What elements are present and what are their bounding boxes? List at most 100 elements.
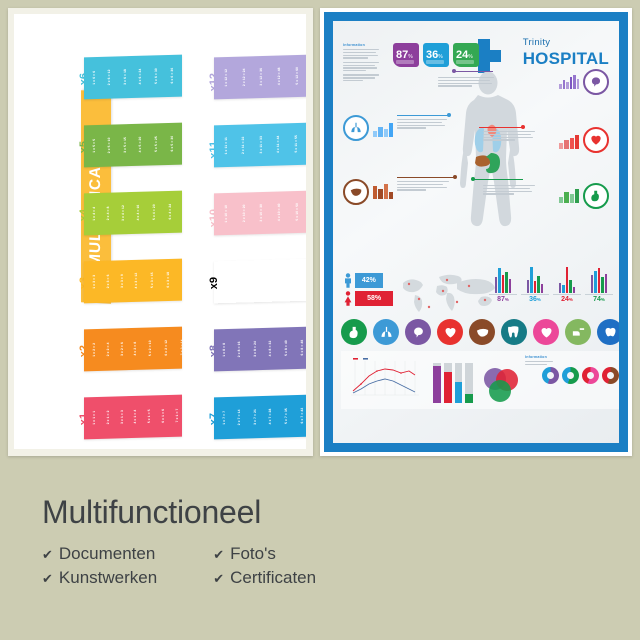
stat-chip-bar: [456, 60, 474, 64]
check-icon: ✔: [213, 571, 225, 586]
bar-stat-label: 36%: [529, 296, 541, 303]
brain-icon[interactable]: [405, 319, 431, 345]
stat-chip-value: 36: [426, 49, 439, 61]
bar-stat-bars: [585, 267, 613, 293]
lungs-icon[interactable]: [343, 115, 369, 141]
stomach-icon[interactable]: [583, 183, 609, 209]
times-table-equation: 1 x 6 = 6: [92, 71, 97, 86]
promo-band: Multifunctioneel ✔ Documenten ✔ Kunstwerken…: [0, 462, 640, 640]
times-table-equation: 6 x 4 = 24: [168, 204, 173, 220]
donut-chart-group: [542, 367, 619, 384]
times-table-equation: 4 x 8 = 32: [268, 340, 273, 357]
times-table-card: 1 x 11 = 11 2 x 11 = 22 3 x 11 = 33 4 x 11 …: [214, 122, 306, 168]
times-table-equation: 4 x 5 = 20: [138, 136, 143, 153]
bottom-bar-track: [465, 363, 473, 403]
bar-stat-label: 24%: [561, 296, 573, 303]
times-table-equation: 3 x 3 = 9: [119, 274, 124, 289]
times-table-equation: 2 x 10 = 20: [241, 204, 246, 223]
times-table-equation: 6 x 1 = 6: [161, 409, 166, 424]
times-table-equation: 5 x 7 = 35: [284, 408, 289, 425]
times-table-equation: 6 x 6 = 36: [170, 67, 175, 84]
times-table-equation: 5 x 10 = 50: [294, 203, 299, 221]
times-table-card: 1 x 5 = 5 2 x 5 = 10 3 x 5 = 15 4 x 5 = 20 5…: [84, 122, 182, 168]
times-table-equation: 2 x 11 = 22: [241, 136, 246, 155]
stat-chip-unit: %: [438, 54, 443, 60]
hospital-brand-sub: Trinity: [522, 37, 551, 48]
times-table-equation: 3 x 6 = 18: [122, 69, 127, 86]
times-table-grid: 1 x 9 = 9 2 x 9 = 18 3 x 9 = 27 4 x 9 = 36 5…: [218, 263, 306, 300]
times-table-equation: 1 x 1 = 1: [92, 411, 97, 426]
times-table-block[interactable]: x71 x 7 = 72 x 7 = 143 x 7 = 214 x 7 = 2…: [208, 394, 306, 440]
times-table-card: 1 x 7 = 7 2 x 7 = 14 3 x 7 = 21 4 x 7 = 28 5…: [214, 394, 306, 440]
tooth-icon[interactable]: [501, 319, 527, 345]
bar-stat-item: 74%: [585, 267, 613, 303]
sleep-bed-icon[interactable]: [565, 319, 591, 345]
times-table-card: 1 x 8 = 8 2 x 8 = 16 3 x 8 = 24 4 x 8 = 32 5…: [214, 326, 306, 372]
donut-chart: [602, 367, 619, 384]
feature-item: ✔ Foto's: [213, 544, 316, 564]
gender-row: 58%: [343, 291, 394, 306]
times-table-card: 1 x 2 = 2 2 x 2 = 4 3 x 2 = 6 4 x 2 = 8 5 x …: [84, 326, 182, 372]
times-table-equation: 6 x 3 = 18: [166, 272, 171, 288]
liver-icon[interactable]: [469, 319, 495, 345]
lungs-icon[interactable]: [373, 319, 399, 345]
liver-icon[interactable]: [343, 179, 369, 205]
times-table-block[interactable]: x101 x 10 = 102 x 10 = 203 x 10 = 304 x …: [208, 190, 306, 236]
times-table-block[interactable]: x21 x 2 = 22 x 2 = 43 x 2 = 64 x 2 = 85 …: [78, 326, 182, 372]
times-table-grid: 1 x 7 = 7 2 x 7 = 14 3 x 7 = 21 4 x 7 = 28 5…: [218, 399, 306, 436]
times-table-card: 1 x 9 = 9 2 x 9 = 18 3 x 9 = 27 4 x 9 = 36 5…: [214, 259, 306, 304]
brain-mini-chart: [559, 73, 579, 89]
stomach-callout-text: [483, 185, 535, 196]
feature-label: Kunstwerken: [58, 568, 158, 587]
check-icon: ✔: [42, 547, 53, 562]
times-table-grid: 1 x 6 = 6 2 x 6 = 12 3 x 6 = 18 4 x 6 = 24 5…: [88, 59, 179, 96]
times-table-block[interactable]: x111 x 11 = 112 x 11 = 223 x 11 = 334 x …: [208, 122, 306, 168]
gender-row: 42%: [343, 273, 393, 288]
times-table-block[interactable]: x31 x 3 = 32 x 3 = 63 x 3 = 94 x 3 = 125…: [78, 258, 182, 304]
stomach-mini-chart: [559, 187, 579, 203]
times-table-grid: 1 x 12 = 12 2 x 12 = 24 3 x 12 = 36 4 x 12 …: [218, 59, 306, 96]
lungs-callout-text: [397, 119, 447, 130]
times-table-equation: 6 x 2 = 12: [164, 340, 169, 357]
multiplication-column-right: x121 x 12 = 122 x 12 = 243 x 12 = 364 x …: [192, 54, 306, 440]
times-table-equation: 2 x 5 = 10: [106, 137, 111, 154]
feature-column-right: ✔ Foto's ✔ Certificaten: [213, 544, 316, 588]
times-table-equation: 2 x 1 = 2: [106, 410, 111, 425]
heart-icon[interactable]: [437, 319, 463, 345]
health-icon-row: [341, 319, 619, 345]
stat-chip-value: 24: [456, 49, 469, 61]
times-table-grid: 1 x 11 = 11 2 x 11 = 22 3 x 11 = 33 4 x 11 …: [218, 127, 306, 164]
times-table-equation: 1 x 10 = 10: [224, 205, 229, 223]
multiplication-poster[interactable]: MULTIPLICATION x61 x 6 = 62 x 6 = 123 x …: [8, 8, 313, 456]
times-table-equation: 3 x 4 = 12: [120, 205, 125, 222]
times-table-block[interactable]: x121 x 12 = 122 x 12 = 243 x 12 = 364 x …: [208, 54, 306, 100]
bottom-bar-fill: [454, 382, 463, 403]
bottom-bar-fill: [465, 394, 473, 403]
times-table-card: 1 x 10 = 10 2 x 10 = 20 3 x 10 = 30 4 x 10 …: [214, 190, 306, 236]
stat-chip: 87%: [393, 43, 419, 67]
times-table-grid: 1 x 3 = 3 2 x 3 = 6 3 x 3 = 9 4 x 3 = 12 5 x…: [88, 263, 182, 300]
brain-icon[interactable]: [583, 69, 609, 95]
times-table-equation: 3 x 10 = 30: [259, 204, 264, 222]
feature-item: ✔ Certificaten: [213, 568, 316, 588]
bottom-bar-fill: [433, 366, 441, 403]
love-heart-icon[interactable]: [533, 319, 559, 345]
times-table-block[interactable]: x81 x 8 = 82 x 8 = 163 x 8 = 244 x 8 = 3…: [208, 326, 306, 372]
times-table-equation: 3 x 2 = 6: [119, 342, 124, 357]
times-table-block[interactable]: x51 x 5 = 52 x 5 = 103 x 5 = 154 x 5 = 2…: [78, 122, 182, 168]
venn-diagram: [484, 368, 518, 402]
feature-label: Documenten: [58, 544, 156, 563]
apple-icon[interactable]: [597, 319, 619, 345]
heart-icon[interactable]: [583, 127, 609, 153]
times-table-block[interactable]: x41 x 4 = 42 x 4 = 83 x 4 = 124 x 4 = 16…: [78, 190, 182, 236]
times-table-grid: 1 x 10 = 10 2 x 10 = 20 3 x 10 = 30 4 x 10 …: [218, 195, 306, 232]
hospital-infographic-poster[interactable]: Trinity HOSPITAL Information 87% 36% 24%: [320, 8, 632, 456]
female-icon: [343, 291, 353, 306]
times-table-block[interactable]: x61 x 6 = 62 x 6 = 123 x 6 = 184 x 6 = 2…: [78, 54, 182, 100]
donut-chart: [582, 367, 599, 384]
times-table-block[interactable]: x11 x 1 = 12 x 1 = 23 x 1 = 34 x 1 = 45 …: [78, 394, 182, 440]
stomach-icon[interactable]: [341, 319, 367, 345]
bottom-bar-track: [443, 363, 452, 403]
times-table-equation: 3 x 5 = 15: [122, 137, 127, 154]
